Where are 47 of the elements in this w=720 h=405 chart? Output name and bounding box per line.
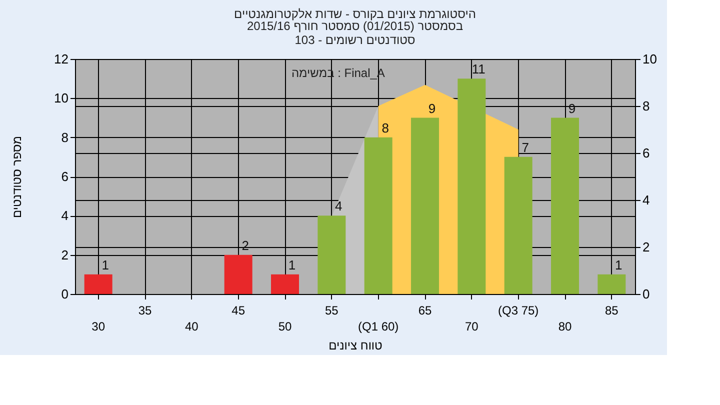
y2-tick-label: 8: [642, 98, 650, 114]
y-tick-label: 4: [61, 208, 68, 224]
y-tick-label: 6: [61, 169, 68, 184]
bar: [504, 156, 532, 294]
x-tick-label: 35: [138, 304, 152, 318]
data-label: 1: [288, 257, 296, 272]
y2-tick-label: 10: [642, 52, 657, 66]
bar: [84, 274, 112, 294]
x-tick-label: 80: [558, 320, 572, 334]
chart-title: היסטוגרמת ציונים בקורס - שדות אלקטרומגנטיים: [234, 7, 476, 21]
bar: [598, 274, 626, 294]
y-axis-title: מספר סטודנטים: [10, 136, 24, 218]
y2-tick-label: 0: [642, 286, 650, 302]
y2-tick-label: 6: [642, 146, 650, 160]
x-tick-label: 50: [278, 320, 292, 334]
x-tick-label: 30: [92, 320, 106, 334]
y2-tick-label: 4: [642, 192, 650, 208]
x-tick-label: 65: [418, 304, 432, 318]
bar: [318, 216, 346, 294]
data-label: 4: [335, 198, 342, 214]
data-label: 1: [102, 257, 109, 272]
x-tick-label: 85: [604, 304, 619, 318]
y-tick-label: 0: [61, 286, 68, 302]
data-label: 11: [472, 62, 486, 77]
bar: [364, 137, 392, 294]
bar: [224, 254, 252, 294]
x-tick-label: 45: [232, 304, 246, 318]
data-label: 8: [382, 120, 389, 136]
bar: [411, 118, 439, 294]
data-label: 7: [522, 140, 529, 155]
x-tick-label: 55: [324, 304, 339, 318]
y2-tick-label: 2: [642, 240, 650, 254]
x-axis-title: טווח ציונים: [328, 338, 383, 352]
chart-subtitle: בסמסטר (01/2015) סמסטר חורף 2015/16 סטודנטים רשומים - 103: [246, 19, 464, 47]
y-tick-label: 10: [54, 90, 68, 106]
x-tick-label: 40: [184, 320, 199, 334]
x-tick-label: (Q3 75): [498, 304, 539, 318]
bar: [458, 78, 486, 294]
y-tick-label: 8: [61, 130, 68, 145]
data-label: 1: [615, 257, 622, 272]
x-tick-label: (Q1 60): [358, 320, 399, 334]
x-tick-label: 70: [464, 320, 479, 334]
bar: [551, 118, 579, 294]
y-tick-label: 2: [61, 247, 68, 262]
data-label: 9: [428, 100, 436, 116]
bar: [271, 274, 299, 294]
y-tick-label: 12: [54, 52, 68, 66]
